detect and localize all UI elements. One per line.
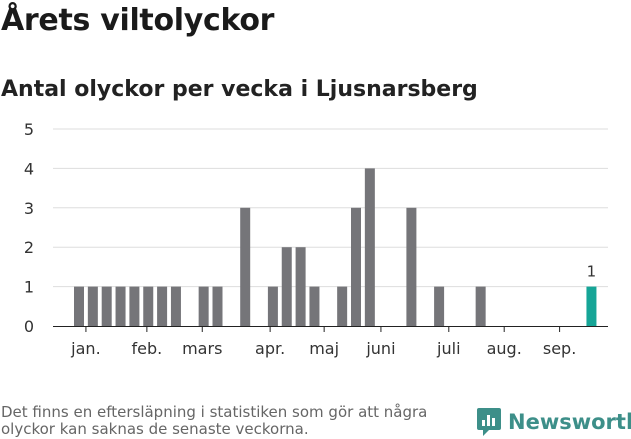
y-tick-label: 3 [24, 199, 34, 218]
bar [295, 247, 306, 326]
bar [143, 286, 154, 326]
bar [157, 286, 168, 326]
labels: 0 1 2 3 4 5 jan. feb. mars apr. maj juni juli aug. sep… [24, 120, 596, 358]
x-axis [53, 326, 608, 332]
bar [364, 168, 375, 326]
x-tick-label: maj [309, 339, 339, 358]
y-tick-label: 4 [24, 159, 34, 178]
y-tick-label: 0 [24, 317, 34, 336]
bar [129, 286, 140, 326]
bar [170, 286, 181, 326]
bar [406, 207, 417, 326]
x-tick-label: mars [182, 339, 222, 358]
bar [281, 247, 292, 326]
chart-subtitle: Antal olyckor per vecka i Ljusnarsberg [1, 77, 478, 102]
x-tick-label: juni [365, 339, 395, 358]
bar [337, 286, 348, 326]
bar-chart: 0 1 2 3 4 5 jan. feb. mars apr. maj juni juli aug. sep… [24, 120, 608, 358]
bars [74, 168, 597, 326]
x-tick-label: aug. [487, 339, 522, 358]
bar [101, 286, 112, 326]
bar [240, 207, 251, 326]
bar [198, 286, 209, 326]
bar [434, 286, 445, 326]
x-tick-label: sep. [543, 339, 576, 358]
grid-lines [53, 128, 608, 288]
bar [212, 286, 223, 326]
y-tick-label: 5 [24, 120, 34, 139]
bar [475, 286, 486, 326]
bar [74, 286, 84, 326]
bar [267, 286, 278, 326]
brand-name: Newsworthy [508, 410, 631, 434]
data-label: 1 [587, 263, 597, 281]
brand-logo: Newsworthy [476, 407, 631, 437]
x-tick-label: apr. [255, 339, 285, 358]
x-tick-label: feb. [132, 339, 163, 358]
footnote: Det finns en eftersläpning i statistiken… [1, 403, 428, 438]
bar [586, 286, 597, 326]
x-tick-label: juli [436, 339, 460, 358]
bar [115, 286, 126, 326]
y-tick-label: 2 [24, 238, 34, 257]
x-tick-label: jan. [70, 339, 100, 358]
bar [87, 286, 98, 326]
newsworthy-logo-icon [477, 408, 501, 436]
bar [309, 286, 320, 326]
bar [351, 207, 361, 326]
y-tick-label: 1 [24, 278, 34, 297]
chart-title: Årets viltolyckor [1, 3, 275, 38]
